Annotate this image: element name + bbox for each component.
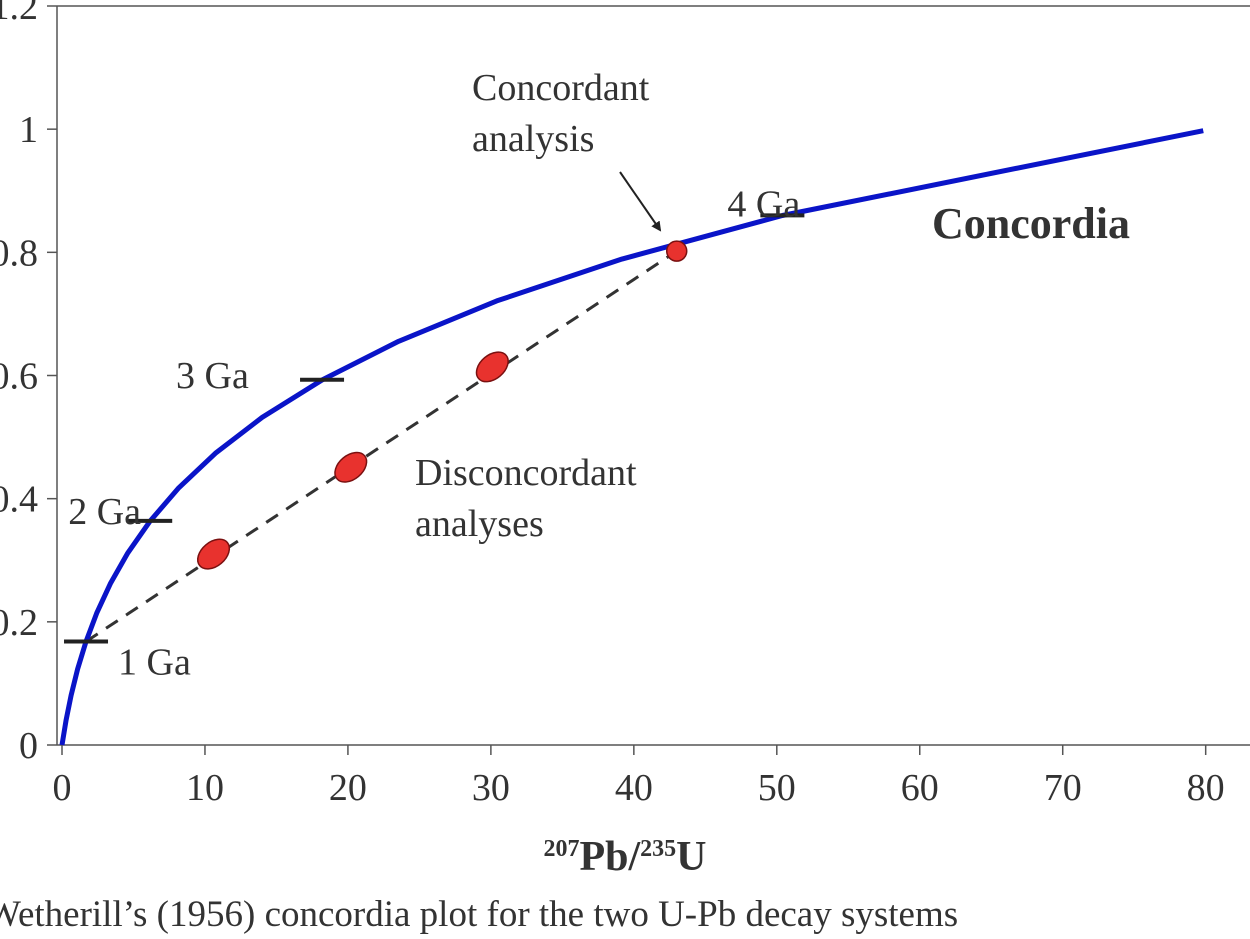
y-tick-label: 0.4 (0, 479, 38, 521)
age-label: 4 Ga (727, 183, 800, 225)
y-tick-label: 0.2 (0, 602, 38, 644)
x-tick-label: 50 (758, 767, 796, 809)
x-tick-label: 0 (53, 767, 72, 809)
x-tick-label: 30 (472, 767, 510, 809)
x-tick-label: 40 (615, 767, 653, 809)
discordia-line (85, 249, 678, 643)
discordant-point (196, 538, 231, 570)
caption: Wetherill’s (1956) concordia plot for th… (0, 894, 958, 935)
discordant-point (475, 351, 509, 383)
curve-label: Concordia (932, 199, 1130, 248)
age-label: 2 Ga (68, 491, 141, 533)
x-tick-label: 80 (1187, 767, 1225, 809)
x-tick-label: 60 (901, 767, 939, 809)
age-label: 3 Ga (176, 355, 249, 397)
annotation: analyses (415, 503, 544, 545)
annotation: Concordant (472, 67, 650, 109)
y-tick-label: 1.2 (0, 0, 38, 28)
annotation: analysis (472, 118, 594, 160)
y-tick-label: 0.8 (0, 232, 38, 274)
annotation-arrow (619, 171, 662, 232)
annotation: Disconcordant (415, 452, 637, 494)
x-tick-label: 10 (186, 767, 224, 809)
y-tick-label: 0 (19, 725, 38, 767)
x-tick-label: 20 (329, 767, 367, 809)
discordant-point (334, 451, 368, 483)
concordant-point (665, 240, 688, 262)
y-tick-label: 1 (19, 109, 38, 151)
x-tick-label: 70 (1044, 767, 1082, 809)
x-axis-label: 207Pb/235U (543, 834, 706, 880)
concordia-curve (59, 128, 1204, 746)
age-label: 1 Ga (118, 642, 191, 684)
y-tick-label: 0.6 (0, 356, 38, 398)
